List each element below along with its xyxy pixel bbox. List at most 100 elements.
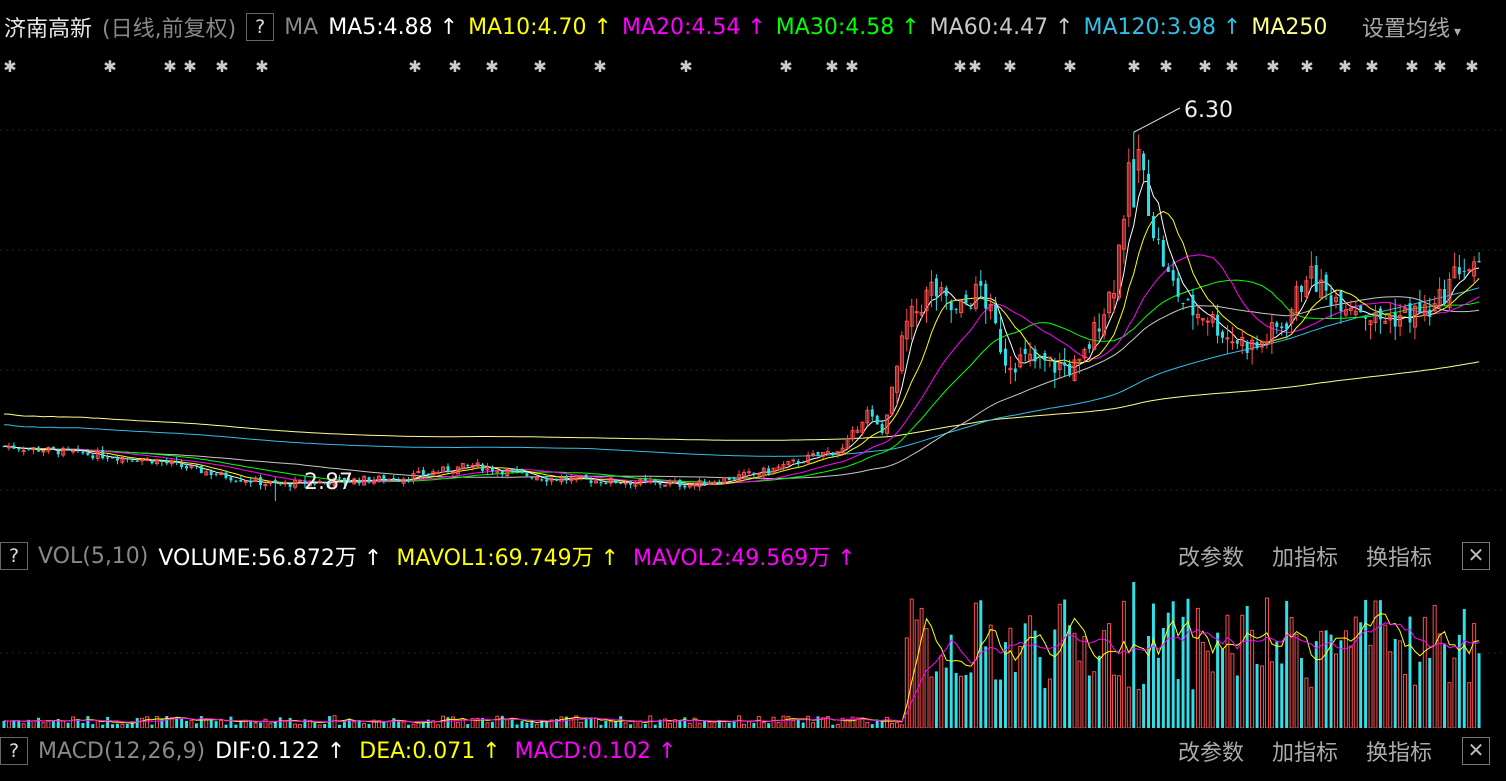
candle-body	[140, 459, 145, 462]
macd-close-button[interactable]: ✕	[1462, 737, 1490, 765]
volume-bar	[555, 719, 559, 728]
candle-body	[643, 478, 647, 481]
candle-body	[1289, 309, 1294, 324]
signal-marker: ✱	[1063, 57, 1076, 76]
candle-body	[692, 484, 697, 487]
volume-bar	[175, 717, 179, 728]
candle-body	[1443, 289, 1447, 305]
candle-body	[1195, 313, 1200, 319]
macd-link-0[interactable]: 改参数	[1177, 741, 1244, 766]
candle-body	[559, 477, 564, 483]
volume-bar	[194, 723, 198, 728]
volume-bar	[944, 667, 948, 728]
volume-bar	[534, 723, 539, 728]
volume-bar	[712, 721, 717, 728]
help-button[interactable]: ?	[246, 13, 275, 41]
volume-bar	[234, 724, 238, 728]
candle-body	[752, 472, 756, 474]
candle-body	[1437, 289, 1442, 308]
volume-bar	[1348, 645, 1353, 728]
volume-close-button[interactable]: ✕	[1462, 542, 1490, 570]
candle-body	[135, 460, 139, 462]
macd-link-2[interactable]: 换指标	[1365, 741, 1432, 766]
candle-body	[964, 294, 968, 304]
volume-bar	[1428, 657, 1432, 728]
volume-bar	[347, 718, 351, 728]
candle-body	[604, 482, 608, 484]
volume-bar	[1319, 630, 1324, 728]
signal-marker: ✱	[1465, 57, 1478, 76]
candle-body	[249, 480, 253, 483]
signal-marker: ✱	[1127, 57, 1140, 76]
signal-marker: ✱	[255, 57, 268, 76]
volume-bar	[342, 721, 346, 728]
candle-body	[1418, 301, 1422, 314]
candle-body	[1432, 303, 1437, 312]
volume-bar	[767, 723, 771, 728]
candle-body	[668, 481, 672, 485]
volume-bar	[594, 717, 598, 728]
candle-body	[2, 445, 6, 447]
volume-bar	[545, 721, 549, 728]
candle-body	[1368, 320, 1373, 326]
macd-help-button[interactable]: ?	[0, 737, 28, 765]
volume-bar	[1289, 616, 1294, 728]
candlestick-chart[interactable]	[0, 90, 1506, 530]
candle-body	[1457, 267, 1461, 275]
candle-body	[840, 447, 845, 454]
candle-body	[1373, 312, 1378, 324]
candle-body	[894, 365, 899, 393]
ma5-line	[3, 180, 1480, 486]
candle-body	[347, 480, 351, 483]
candle-body	[767, 468, 771, 474]
candle-body	[594, 480, 598, 484]
candle-body	[243, 480, 248, 483]
ma-settings-button[interactable]: 设置均线 ▾	[1358, 11, 1472, 43]
candle-body	[1161, 239, 1165, 267]
volume-bar	[890, 722, 894, 728]
volume-bar	[1112, 674, 1116, 728]
candle-body	[1353, 310, 1358, 316]
volume-bar	[352, 721, 357, 728]
volume-bar	[668, 723, 672, 728]
macd-link-1[interactable]: 加指标	[1271, 741, 1338, 766]
volume-bar	[1437, 633, 1442, 728]
volume-bar	[806, 715, 811, 728]
volume-bar	[160, 718, 164, 728]
candle-body	[1275, 322, 1279, 327]
volume-bar	[1457, 634, 1461, 728]
volume-bar	[796, 719, 800, 728]
volume-bar	[91, 724, 95, 728]
candle-body	[1235, 340, 1239, 344]
volume-bar	[1181, 616, 1185, 728]
candle-body	[1398, 314, 1403, 327]
volume-help-button[interactable]: ?	[0, 542, 28, 570]
candle-body	[1309, 265, 1314, 279]
candle-body	[106, 457, 110, 459]
volume-bar	[485, 722, 490, 728]
candle-body	[569, 477, 574, 482]
volume-chart[interactable]	[0, 578, 1506, 728]
candle-body	[31, 447, 36, 451]
candle-body	[683, 485, 687, 488]
candle-body	[1216, 314, 1220, 336]
volume-bar	[752, 722, 756, 728]
candle-body	[1132, 159, 1136, 208]
volume-link-0[interactable]: 改参数	[1177, 546, 1244, 571]
candle-body	[303, 480, 307, 485]
candle-body	[1324, 274, 1328, 291]
candle-body	[717, 481, 721, 484]
signal-marker: ✱	[215, 57, 228, 76]
volume-link-2[interactable]: 换指标	[1365, 546, 1432, 571]
volume-bar	[1087, 675, 1091, 728]
ma-value-1: MA10:4.70 ↑	[468, 14, 612, 40]
signal-marker: ✱	[533, 57, 546, 76]
high-marker-line	[1133, 107, 1181, 133]
volume-bar	[37, 717, 41, 728]
volume-bar	[323, 724, 327, 728]
volume-bar	[1447, 682, 1452, 728]
volume-bar	[1462, 608, 1466, 728]
candle-body	[95, 450, 100, 459]
volume-bar	[219, 719, 224, 728]
volume-link-1[interactable]: 加指标	[1271, 546, 1338, 571]
